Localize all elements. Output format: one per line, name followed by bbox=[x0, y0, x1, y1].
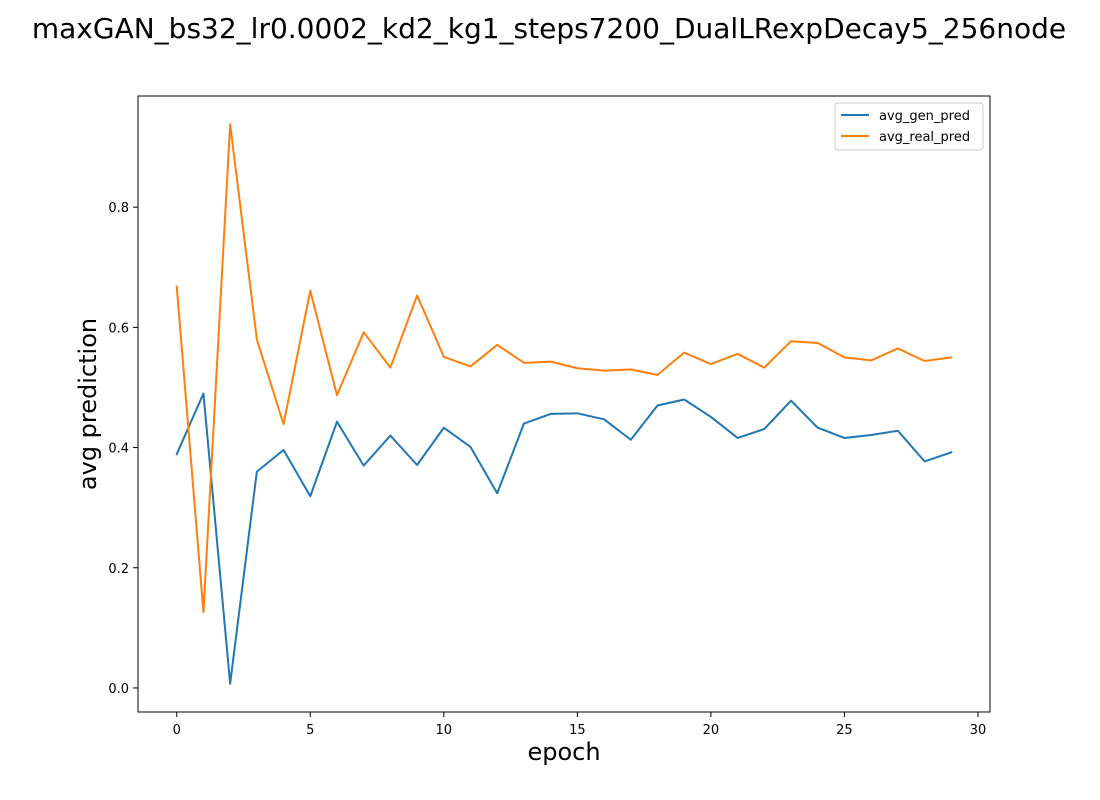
legend-label-avg-gen-pred: avg_gen_pred bbox=[879, 109, 970, 124]
x-tick-label: 0 bbox=[173, 723, 181, 738]
plot-area: 0 5 10 15 20 25 30 0.0 0.2 0.4 0.6 0.8 bbox=[108, 123, 987, 738]
legend-label-avg-real-pred: avg_real_pred bbox=[879, 130, 970, 145]
series-line-avg-gen-pred bbox=[175, 392, 953, 685]
plot-frame bbox=[137, 95, 991, 713]
y-tick-label: 0.0 bbox=[108, 682, 129, 697]
y-tick-label: 0.2 bbox=[108, 562, 129, 577]
x-axis-label: epoch bbox=[527, 738, 600, 766]
x-tick-label: 5 bbox=[306, 723, 314, 738]
x-tick-label: 25 bbox=[836, 723, 853, 738]
x-tick-label: 15 bbox=[569, 723, 586, 738]
series-line-avg-real-pred bbox=[175, 123, 953, 614]
x-tick-label: 30 bbox=[970, 723, 987, 738]
y-tick-label: 0.8 bbox=[108, 201, 129, 216]
y-tick-label: 0.4 bbox=[108, 442, 129, 457]
x-tick-label: 20 bbox=[703, 723, 720, 738]
chart-title: maxGAN_bs32_lr0.0002_kd2_kg1_steps7200_D… bbox=[32, 12, 1066, 45]
legend-box bbox=[834, 102, 984, 151]
legend: avg_gen_pred avg_real_pred bbox=[834, 102, 984, 151]
y-tick-label: 0.6 bbox=[108, 321, 129, 336]
x-tick-label: 10 bbox=[436, 723, 453, 738]
y-axis-label: avg prediction bbox=[74, 318, 102, 490]
